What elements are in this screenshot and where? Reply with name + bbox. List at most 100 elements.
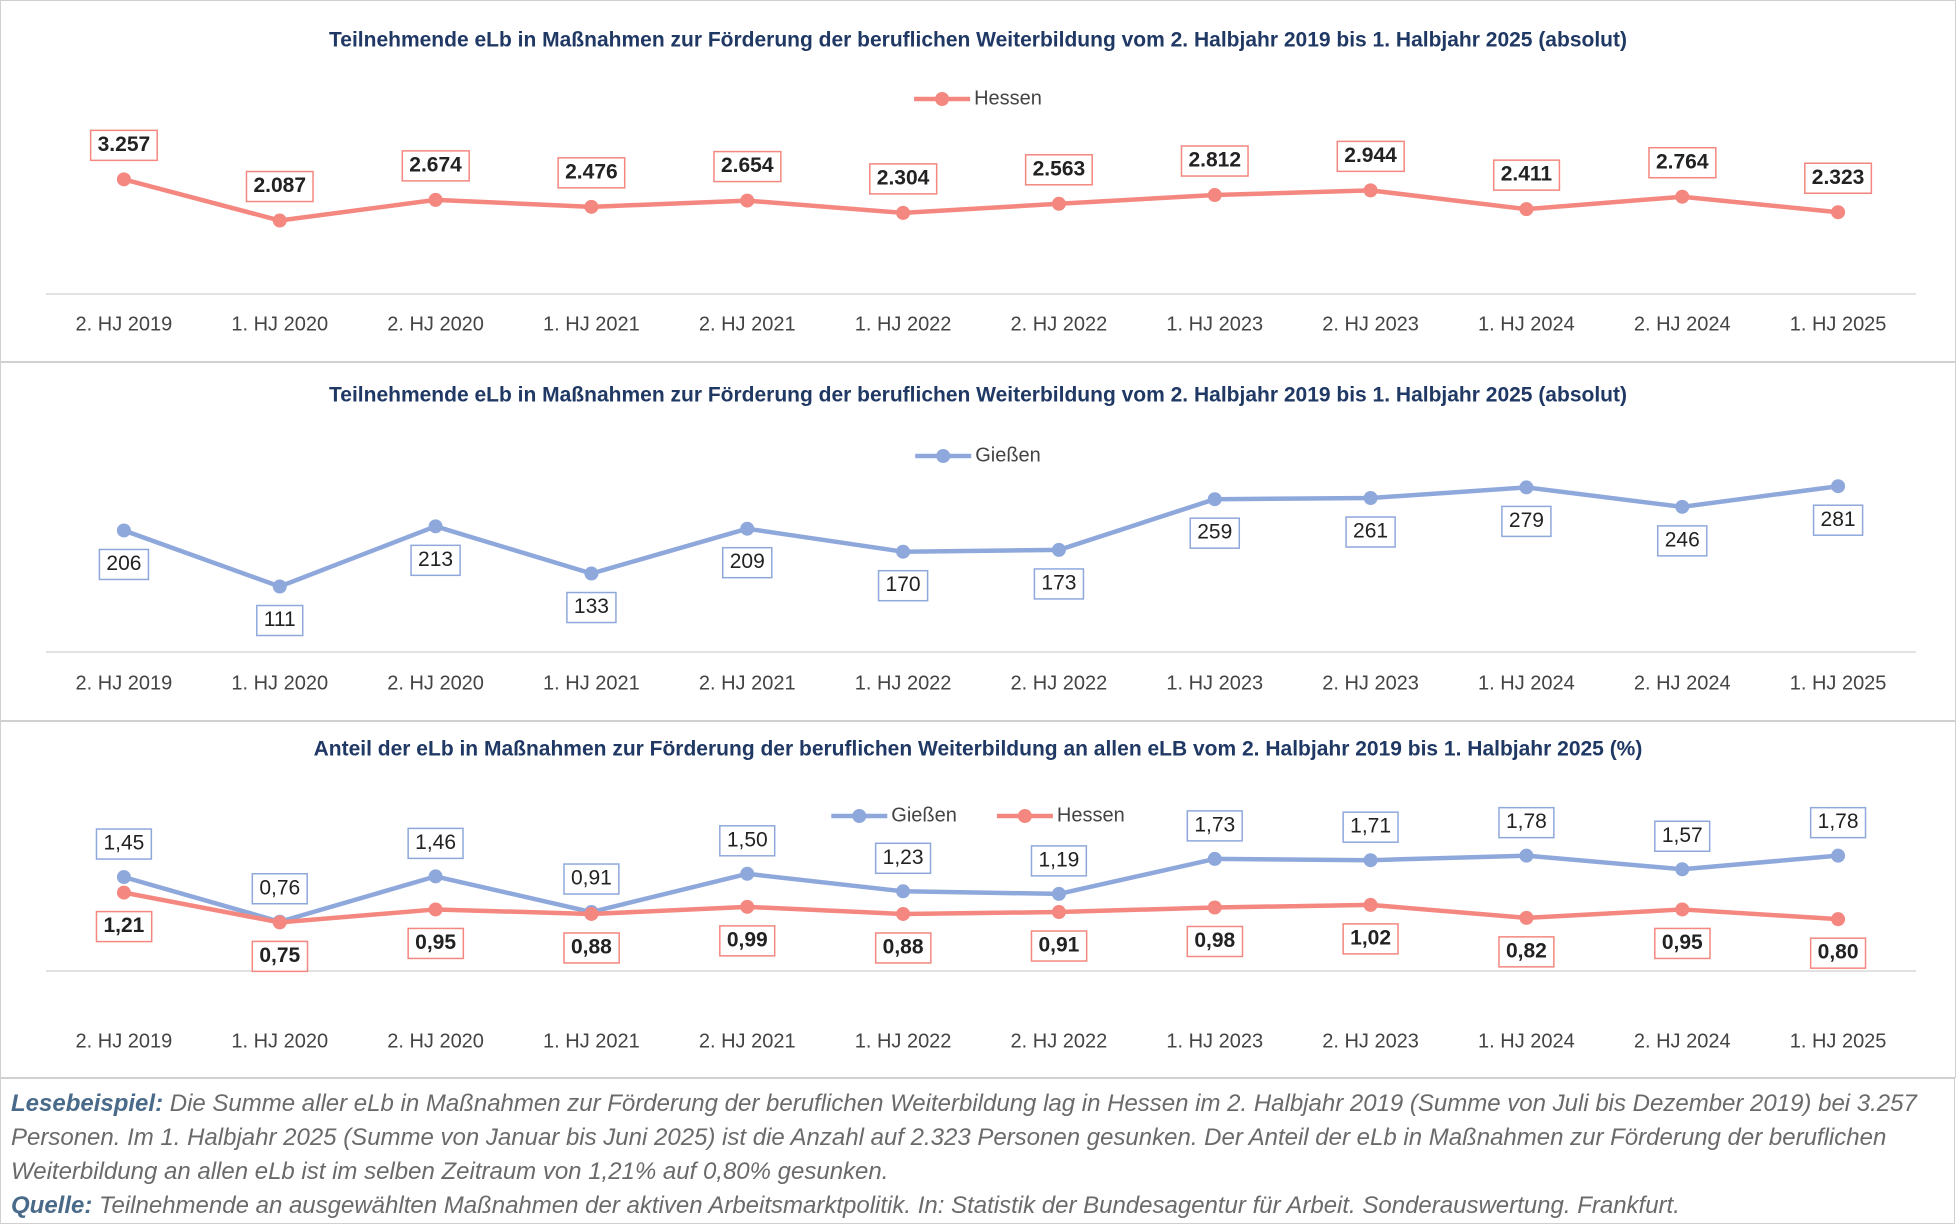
data-label-box [877,569,929,602]
data-label: 0,91 [563,863,620,895]
data-point [1051,886,1066,901]
data-point [1831,912,1846,927]
legend-label: Hessen [1057,804,1125,826]
data-label-text: 2.764 [1656,150,1709,173]
data-point [1831,479,1846,494]
data-point [1675,499,1690,514]
data-label-box [1809,806,1867,839]
data-label: 1,19 [1030,845,1088,877]
data-label: 1,45 [95,828,153,860]
data-label-box [256,604,304,637]
data-label-box [1654,927,1711,960]
data-label-box [1342,923,1399,955]
x-tick-label: 1. HJ 2025 [1790,1030,1887,1052]
legend-marker [852,809,867,823]
data-point [1675,862,1690,877]
data-label-text: 261 [1353,520,1388,543]
data-point [272,579,287,594]
data-label-box [1648,146,1717,179]
data-label: 0,75 [251,940,309,973]
x-tick-label: 2. HJ 2020 [387,672,484,694]
data-label-text: 0,82 [1506,939,1547,962]
data-label: 2.087 [245,170,314,203]
panel-border [0,362,1956,721]
data-label-box [95,910,153,943]
x-tick-label: 2. HJ 2022 [1011,1030,1108,1052]
data-point [1519,480,1534,495]
data-point [1519,910,1534,925]
data-label-text: 206 [106,552,141,575]
data-label-box [557,157,626,189]
x-tick-label: 1. HJ 2020 [231,672,328,694]
data-point [1207,851,1222,866]
data-label-text: 0,95 [1662,931,1703,954]
x-tick-label: 1. HJ 2022 [855,1030,952,1052]
x-tick-label: 1. HJ 2025 [1790,672,1887,694]
x-tick-label: 1. HJ 2023 [1166,313,1263,335]
panel-border [0,721,1956,1078]
x-tick-label: 2. HJ 2024 [1634,672,1731,694]
x-tick-label: 1. HJ 2021 [543,313,640,335]
data-label: 2.944 [1336,140,1405,173]
data-label-text: 2.411 [1501,163,1553,186]
data-label-box [1812,504,1864,536]
legend-marker [935,92,950,106]
data-point [740,193,755,208]
data-label-text: 2.654 [721,154,774,177]
data-point [428,902,443,917]
legend-marker [1017,809,1032,823]
data-label: 133 [566,591,617,624]
x-tick-label: 1. HJ 2024 [1478,1030,1575,1052]
data-label-box [1030,845,1088,877]
data-label-text: 2.674 [409,153,462,176]
data-label-text: 1,78 [1818,810,1859,833]
charts: Teilnehmende eLb in Maßnahmen zur Förder… [0,0,1956,1078]
data-label: 1,73 [1186,810,1243,842]
data-point [1363,491,1378,506]
data-label: 1,50 [719,825,776,857]
data-point [272,915,287,930]
data-label-box [874,842,932,875]
x-tick-label: 2. HJ 2020 [387,313,484,335]
data-point [1831,205,1846,220]
data-label-box [98,548,150,581]
data-label: 206 [98,548,150,581]
data-label-box [251,940,309,973]
x-tick-label: 2. HJ 2021 [699,672,796,694]
x-tick-label: 1. HJ 2022 [855,313,952,335]
data-label-text: 0,80 [1818,941,1859,964]
data-label-text: 1,23 [883,846,924,869]
data-label: 279 [1501,505,1552,538]
series-line [123,890,1839,925]
data-label-box [869,163,938,195]
data-label-box [1656,525,1708,557]
data-point [116,523,131,538]
data-label-box [1186,925,1244,958]
data-label: 0,80 [1809,937,1867,969]
data-label-box [407,827,464,860]
chart-title: Teilnehmende eLb in Maßnahmen zur Förder… [329,29,1627,52]
data-label-box [1809,937,1867,969]
data-label: 1,46 [407,827,464,860]
data-label: 2.563 [1024,154,1093,186]
data-point [1363,183,1378,198]
x-tick-label: 2. HJ 2024 [1634,313,1731,335]
data-label-box [1030,930,1088,962]
data-point [428,192,443,207]
x-tick-label: 1. HJ 2021 [543,672,640,694]
data-label-text: 3.257 [98,133,151,156]
data-point [1207,900,1222,915]
data-label-box [1498,936,1555,968]
data-label: 0,82 [1498,936,1555,968]
data-point [740,899,755,914]
footer: Lesebeispiel: Die Summe aller eLb in Maß… [0,1078,1955,1224]
data-label-text: 1,50 [727,828,768,851]
data-label: 173 [1033,568,1085,600]
data-label-text: 0,88 [883,936,924,959]
series-line [123,483,1839,589]
data-label-box [563,863,620,895]
data-label-text: 246 [1665,528,1700,551]
legend: Gießen [915,444,1041,466]
data-label-box [1804,162,1873,194]
